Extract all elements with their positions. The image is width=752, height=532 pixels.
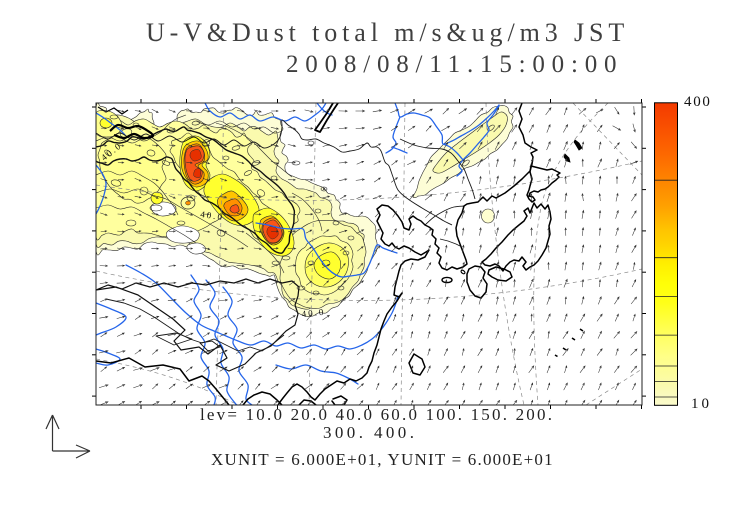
svg-text:40.0: 40.0 (200, 209, 225, 222)
svg-text:40.0: 40.0 (301, 307, 326, 319)
